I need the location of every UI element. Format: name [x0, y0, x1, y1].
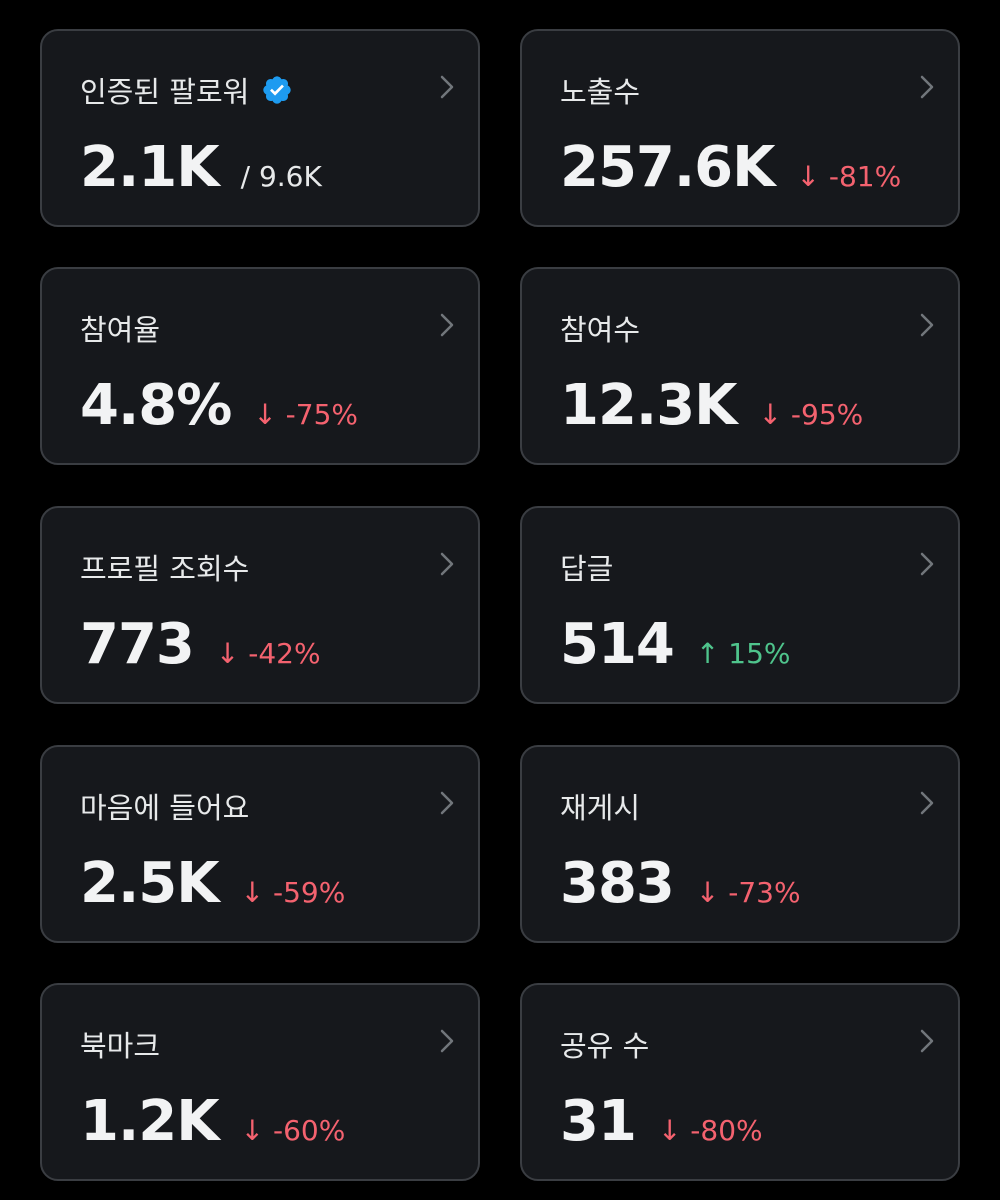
chevron-right-icon	[440, 791, 454, 815]
stat-value-row: 383 ↓ -73%	[560, 851, 801, 916]
stat-card-replies[interactable]: 답글 514 ↑ 15%	[520, 506, 960, 704]
chevron-right-icon	[440, 313, 454, 337]
stat-value-row: 514 ↑ 15%	[560, 612, 791, 677]
stat-value: 2.1K	[80, 135, 220, 200]
stat-value: 4.8%	[80, 373, 232, 438]
stat-value: 31	[560, 1089, 637, 1154]
stat-value-row: 2.5K ↓ -59%	[80, 851, 345, 916]
stat-label: 참여율	[80, 313, 161, 347]
stat-card-verified-followers[interactable]: 인증된 팔로워 2.1K / 9.6K	[40, 29, 480, 227]
stat-label: 마음에 들어요	[80, 791, 250, 825]
stat-change: ↓ -81%	[796, 160, 902, 193]
stat-label: 재게시	[560, 791, 641, 825]
chevron-right-icon	[440, 75, 454, 99]
stat-total: / 9.6K	[240, 160, 322, 193]
stat-label: 프로필 조회수	[80, 552, 250, 586]
chevron-right-icon	[920, 313, 934, 337]
stat-card-profile-visits[interactable]: 프로필 조회수 773 ↓ -42%	[40, 506, 480, 704]
stat-label: 북마크	[80, 1029, 161, 1063]
stat-change: ↓ -75%	[253, 398, 359, 431]
stat-value-row: 257.6K ↓ -81%	[560, 135, 901, 200]
stat-card-reposts[interactable]: 재게시 383 ↓ -73%	[520, 745, 960, 943]
stat-value: 514	[560, 612, 675, 677]
stat-value-row: 31 ↓ -80%	[560, 1089, 763, 1154]
stat-label: 노출수	[560, 75, 641, 109]
chevron-right-icon	[440, 1029, 454, 1053]
verified-badge-icon	[263, 76, 291, 104]
stat-value: 257.6K	[560, 135, 776, 200]
stat-value: 1.2K	[80, 1089, 220, 1154]
stat-change: ↓ -80%	[657, 1114, 763, 1147]
chevron-right-icon	[920, 791, 934, 815]
stat-card-impressions[interactable]: 노출수 257.6K ↓ -81%	[520, 29, 960, 227]
chevron-right-icon	[920, 1029, 934, 1053]
stat-change: ↓ -60%	[240, 1114, 346, 1147]
stat-value: 383	[560, 851, 675, 916]
stat-label: 참여수	[560, 313, 641, 347]
stat-label: 답글	[560, 552, 614, 586]
stat-change: ↓ -42%	[215, 637, 321, 670]
stat-value: 2.5K	[80, 851, 220, 916]
stat-card-bookmarks[interactable]: 북마크 1.2K ↓ -60%	[40, 983, 480, 1181]
stat-card-likes[interactable]: 마음에 들어요 2.5K ↓ -59%	[40, 745, 480, 943]
chevron-right-icon	[440, 552, 454, 576]
stat-change: ↑ 15%	[695, 637, 791, 670]
stat-value-row: 1.2K ↓ -60%	[80, 1089, 345, 1154]
stat-value-row: 773 ↓ -42%	[80, 612, 321, 677]
stat-label-text: 인증된 팔로워	[80, 75, 250, 109]
stat-label: 인증된 팔로워	[80, 69, 293, 111]
stat-card-engagements[interactable]: 참여수 12.3K ↓ -95%	[520, 267, 960, 465]
stat-value-row: 4.8% ↓ -75%	[80, 373, 358, 438]
stat-card-shares[interactable]: 공유 수 31 ↓ -80%	[520, 983, 960, 1181]
stat-label: 공유 수	[560, 1029, 650, 1063]
stat-change: ↓ -73%	[695, 876, 801, 909]
stat-change: ↓ -95%	[758, 398, 864, 431]
stat-value-row: 2.1K / 9.6K	[80, 135, 322, 200]
stat-value: 12.3K	[560, 373, 738, 438]
stat-change: ↓ -59%	[240, 876, 346, 909]
stat-value: 773	[80, 612, 195, 677]
chevron-right-icon	[920, 75, 934, 99]
stat-card-engagement-rate[interactable]: 참여율 4.8% ↓ -75%	[40, 267, 480, 465]
stat-value-row: 12.3K ↓ -95%	[560, 373, 863, 438]
chevron-right-icon	[920, 552, 934, 576]
